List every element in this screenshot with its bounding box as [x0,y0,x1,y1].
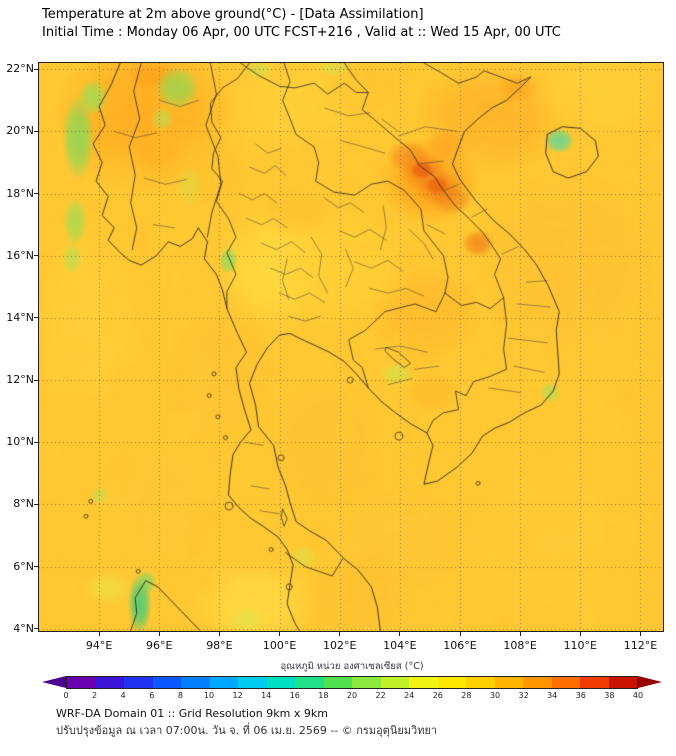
lat-tick [34,503,39,505]
colorbar-tick-label: 32 [518,691,529,700]
header: Temperature at 2m above ground(°C) - [Da… [42,6,561,42]
colorbar-tick-label: 28 [461,691,472,700]
lat-tick-label: 10°N [6,435,34,449]
lat-tick [34,193,39,195]
lat-tick-label: 14°N [6,310,34,324]
lon-tick-label: 104°E [383,639,417,652]
lon-tick [218,631,220,636]
colorbar-tick-label: 14 [261,691,272,700]
lon-tick [519,631,521,636]
lat-tick [34,255,39,257]
lon-tick-label: 94°E [85,639,113,652]
lon-tick [399,631,401,636]
colorbar-segment [238,677,267,688]
lon-tick [158,631,160,636]
lon-tick-label: 106°E [443,639,477,652]
colorbar-tick-label: 34 [547,691,558,700]
map-title: Temperature at 2m above ground(°C) - [Da… [42,7,424,22]
colorbar-segment [523,677,552,688]
axes-layer: 22°N 20°N 18°N 16°N 14°N 12°N 10°N 8°N 6°N 4°N 94°… [6,62,663,652]
lat-tick [34,628,39,630]
colorbar-tick-label: 12 [232,691,243,700]
colorbar-segment [551,677,580,688]
lon-tick-label: 108°E [503,639,537,652]
colorbar-left-arrow-icon [42,676,66,688]
lon-tick [579,631,581,636]
colorbar-segment [95,677,124,688]
lat-tick-label: 12°N [6,373,34,387]
footer-update-info: ปรับปรุงข้อมูล ณ เวลา 07:00น. วัน จ. ที่… [56,724,438,737]
colorbar-segment [608,677,637,688]
footer: WRF-DA Domain 01 :: Grid Resolution 9km … [56,705,437,739]
lat-tick-label: 6°N [13,559,34,573]
colorbar-segment [67,677,96,688]
lat-tick [34,317,39,319]
colorbar-tick-label: 18 [318,691,329,700]
map-subtitle: Initial Time : Monday 06 Apr, 00 UTC FCS… [42,25,561,40]
lon-tick [279,631,281,636]
colorbar-tick-label: 22 [375,691,386,700]
colorbar-segment [209,677,238,688]
colorbar: 0 2 4 6 8 10 12 14 16 18 20 22 24 26 28 30 32 34 36 38 40 [42,676,662,700]
map-plot-area: 22°N 20°N 18°N 16°N 14°N 12°N 10°N 8°N 6°N 4°N 94°… [6,62,664,652]
lon-tick-label: 112°E [623,639,658,652]
lon-tick-label: 96°E [146,639,173,652]
colorbar-tick-labels: 0 2 4 6 8 10 12 14 16 18 20 22 24 26 28 30 32 34 36 38 40 [63,691,643,703]
lat-tick-label: 18°N [6,186,34,200]
colorbar-tick-label: 30 [489,691,501,700]
colorbar-segment [494,677,523,688]
colorbar-tick-label: 40 [632,691,644,700]
lat-tick [34,566,39,568]
colorbar-tick-label: 26 [432,691,443,700]
colorbar-tick-label: 38 [604,691,615,700]
lat-tick-label: 16°N [6,248,34,262]
lon-tick [459,631,461,636]
colorbar-segment [352,677,381,688]
colorbar-tick-label: 36 [575,691,586,700]
temperature-field-canvas [39,63,663,631]
lat-tick [34,379,39,381]
colorbar-tick-label: 16 [289,691,300,700]
colorbar-segment [466,677,495,688]
lat-tick [34,441,39,443]
colorbar-tick-label: 4 [120,691,126,700]
lon-tick-label: 98°E [206,639,233,652]
lat-tick-label: 4°N [13,621,34,635]
colorbar-tick-label: 0 [63,691,69,700]
colorbar-scale [66,676,638,689]
colorbar-tick-label: 6 [149,691,155,700]
lon-tick [98,631,100,636]
colorbar-segment [295,677,324,688]
colorbar-segment [437,677,466,688]
colorbar-tick-label: 24 [404,691,415,700]
colorbar-segment [380,677,409,688]
lat-tick [34,130,39,132]
lat-tick-label: 22°N [6,62,34,76]
colorbar-segment [580,677,609,688]
colorbar-right-arrow-icon [638,676,662,688]
lat-tick-label: 8°N [13,497,34,511]
lon-tick [639,631,641,636]
lon-tick-label: 100°E [262,639,297,652]
colorbar-tick-label: 20 [346,691,358,700]
lon-tick [339,631,341,636]
lon-tick-label: 102°E [322,639,357,652]
lat-tick [34,68,39,70]
colorbar-label: อุณหภูมิ หน่วย องศาเซลเซียส (°C) [280,661,424,672]
colorbar-tick-label: 10 [203,691,215,700]
colorbar-segment [409,677,438,688]
colorbar-segment [323,677,352,688]
colorbar-segment [124,677,153,688]
lon-tick-label: 110°E [563,639,598,652]
footer-domain-info: WRF-DA Domain 01 :: Grid Resolution 9km … [56,707,328,720]
colorbar-segment [152,677,181,688]
colorbar-segment [266,677,295,688]
colorbar-segment [181,677,210,688]
colorbar-tick-label: 2 [92,691,98,700]
lat-tick-label: 20°N [6,124,34,138]
colorbar-tick-label: 8 [177,691,183,700]
